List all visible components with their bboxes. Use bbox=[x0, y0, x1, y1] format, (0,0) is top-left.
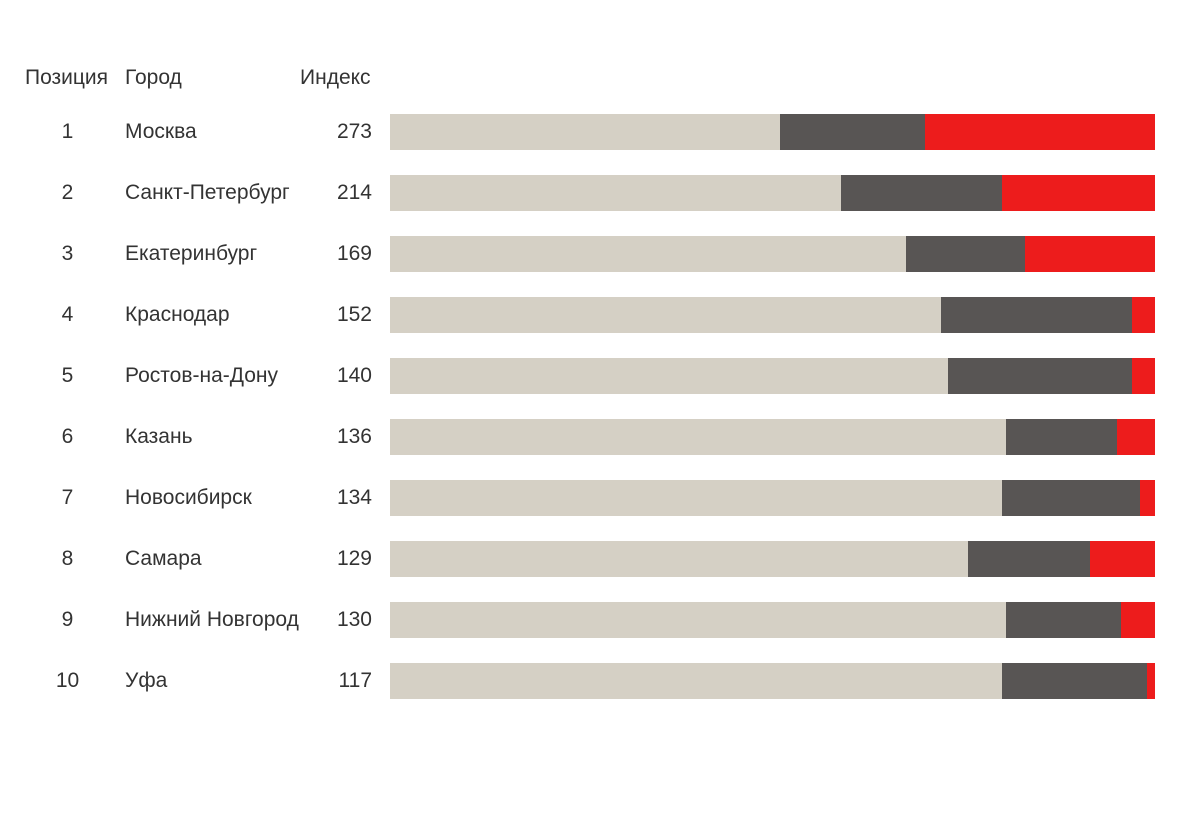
rows-container: 1Москва2732Санкт-Петербург2143Екатеринбу… bbox=[20, 114, 1155, 724]
bar-segment-1 bbox=[1006, 419, 1117, 455]
table-row: 10Уфа117 bbox=[20, 663, 1155, 699]
bar bbox=[390, 602, 1155, 638]
bar bbox=[390, 297, 1155, 333]
bar-segment-2 bbox=[925, 114, 1155, 150]
bar bbox=[390, 419, 1155, 455]
bar-segment-1 bbox=[906, 236, 1025, 272]
header-row: Позиция Город Индекс bbox=[20, 60, 1155, 96]
bar-segment-2 bbox=[1025, 236, 1155, 272]
bar-segment-1 bbox=[780, 114, 925, 150]
bar-segment-2 bbox=[1090, 541, 1155, 577]
cell-city: Казань bbox=[115, 425, 300, 449]
bar-segment-1 bbox=[1002, 480, 1140, 516]
cell-index: 134 bbox=[300, 486, 390, 510]
bar-segment-1 bbox=[941, 297, 1132, 333]
cell-index: 214 bbox=[300, 181, 390, 205]
bar-segment-2 bbox=[1147, 663, 1155, 699]
cell-position: 3 bbox=[20, 242, 115, 266]
cell-city: Санкт-Петербург bbox=[115, 181, 300, 205]
city-index-chart: Позиция Город Индекс 1Москва2732Санкт-Пе… bbox=[20, 60, 1155, 724]
bar bbox=[390, 175, 1155, 211]
bar-segment-0 bbox=[390, 602, 1006, 638]
cell-position: 8 bbox=[20, 547, 115, 571]
bar-segment-1 bbox=[948, 358, 1132, 394]
bar-segment-0 bbox=[390, 541, 968, 577]
cell-city: Екатеринбург bbox=[115, 242, 300, 266]
bar bbox=[390, 480, 1155, 516]
table-row: 9Нижний Новгород130 bbox=[20, 602, 1155, 638]
cell-index: 140 bbox=[300, 364, 390, 388]
cell-position: 1 bbox=[20, 120, 115, 144]
bar-segment-0 bbox=[390, 358, 948, 394]
bar bbox=[390, 358, 1155, 394]
table-row: 7Новосибирск134 bbox=[20, 480, 1155, 516]
bar-segment-0 bbox=[390, 236, 906, 272]
cell-index: 130 bbox=[300, 608, 390, 632]
table-row: 1Москва273 bbox=[20, 114, 1155, 150]
bar-segment-0 bbox=[390, 175, 841, 211]
bar-segment-0 bbox=[390, 297, 941, 333]
cell-position: 9 bbox=[20, 608, 115, 632]
bar-segment-0 bbox=[390, 663, 1002, 699]
bar-segment-0 bbox=[390, 480, 1002, 516]
cell-index: 129 bbox=[300, 547, 390, 571]
cell-index: 117 bbox=[300, 669, 390, 693]
header-bar-spacer bbox=[390, 60, 1155, 96]
bar-segment-1 bbox=[841, 175, 1002, 211]
cell-city: Уфа bbox=[115, 669, 300, 693]
cell-position: 7 bbox=[20, 486, 115, 510]
bar bbox=[390, 663, 1155, 699]
bar bbox=[390, 114, 1155, 150]
cell-city: Самара bbox=[115, 547, 300, 571]
table-row: 6Казань136 bbox=[20, 419, 1155, 455]
table-row: 4Краснодар152 bbox=[20, 297, 1155, 333]
table-row: 2Санкт-Петербург214 bbox=[20, 175, 1155, 211]
bar-segment-0 bbox=[390, 114, 780, 150]
cell-index: 136 bbox=[300, 425, 390, 449]
cell-position: 6 bbox=[20, 425, 115, 449]
bar-segment-1 bbox=[1006, 602, 1121, 638]
table-row: 3Екатеринбург169 bbox=[20, 236, 1155, 272]
bar-segment-2 bbox=[1002, 175, 1155, 211]
bar-segment-2 bbox=[1140, 480, 1155, 516]
cell-city: Москва bbox=[115, 120, 300, 144]
cell-position: 4 bbox=[20, 303, 115, 327]
cell-city: Нижний Новгород bbox=[115, 608, 300, 632]
cell-index: 169 bbox=[300, 242, 390, 266]
cell-city: Новосибирск bbox=[115, 486, 300, 510]
header-index: Индекс bbox=[300, 66, 390, 90]
bar-segment-1 bbox=[1002, 663, 1147, 699]
bar bbox=[390, 541, 1155, 577]
header-position: Позиция bbox=[20, 66, 115, 90]
header-city: Город bbox=[115, 66, 300, 90]
bar-segment-2 bbox=[1132, 297, 1155, 333]
cell-city: Ростов-на-Дону bbox=[115, 364, 300, 388]
bar-segment-2 bbox=[1132, 358, 1155, 394]
cell-index: 152 bbox=[300, 303, 390, 327]
table-row: 8Самара129 bbox=[20, 541, 1155, 577]
cell-position: 2 bbox=[20, 181, 115, 205]
bar-segment-2 bbox=[1121, 602, 1155, 638]
bar bbox=[390, 236, 1155, 272]
bar-segment-0 bbox=[390, 419, 1006, 455]
table-row: 5Ростов-на-Дону140 bbox=[20, 358, 1155, 394]
cell-position: 10 bbox=[20, 669, 115, 693]
bar-segment-1 bbox=[968, 541, 1090, 577]
cell-city: Краснодар bbox=[115, 303, 300, 327]
cell-position: 5 bbox=[20, 364, 115, 388]
cell-index: 273 bbox=[300, 120, 390, 144]
bar-segment-2 bbox=[1117, 419, 1155, 455]
